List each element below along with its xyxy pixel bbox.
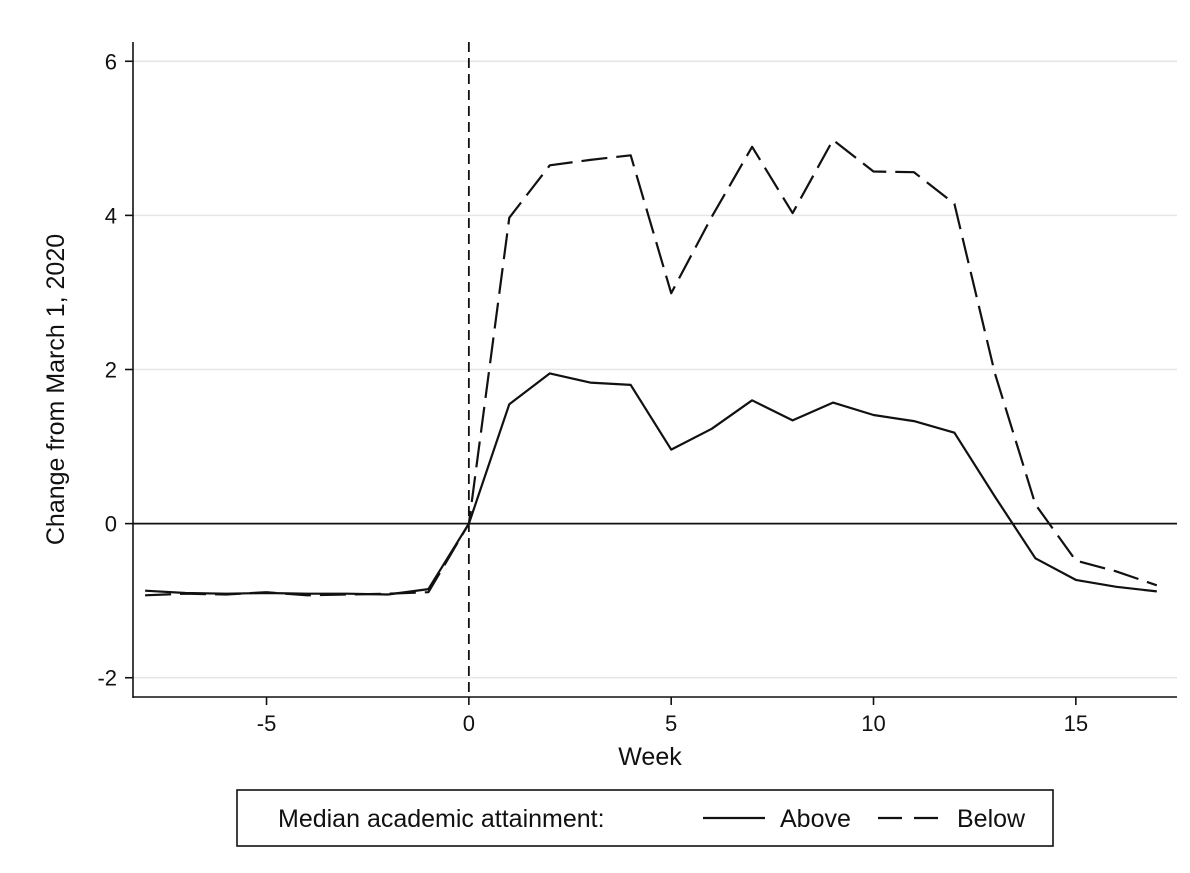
series-line-above — [145, 372, 1157, 596]
legend-title: Median academic attainment: — [278, 805, 605, 833]
x-tick-label: 10 — [861, 711, 885, 736]
series-line-below — [145, 138, 1158, 597]
x-tick-label: 5 — [665, 711, 677, 736]
x-tick-label: 15 — [1064, 711, 1088, 736]
series-lines — [145, 138, 1158, 597]
y-tick-label: 6 — [105, 49, 117, 74]
legend-label-below: Below — [957, 805, 1026, 833]
legend: Median academic attainment: Above Below — [236, 789, 1054, 847]
y-axis-title: Change from March 1, 2020 — [42, 234, 70, 545]
y-tick-label: -2 — [97, 666, 117, 691]
axes: -2 0 2 4 6 -5 0 5 10 15 — [97, 42, 1177, 736]
y-tick-label: 2 — [105, 358, 117, 383]
x-tick-label: -5 — [257, 711, 277, 736]
x-tick-label: 0 — [463, 711, 475, 736]
y-tick-label: 4 — [105, 203, 117, 228]
grid-lines — [133, 60, 1177, 679]
x-axis-title: Week — [618, 743, 682, 771]
legend-label-above: Above — [780, 805, 851, 833]
reference-lines — [133, 42, 1177, 697]
y-tick-label: 0 — [105, 512, 117, 537]
